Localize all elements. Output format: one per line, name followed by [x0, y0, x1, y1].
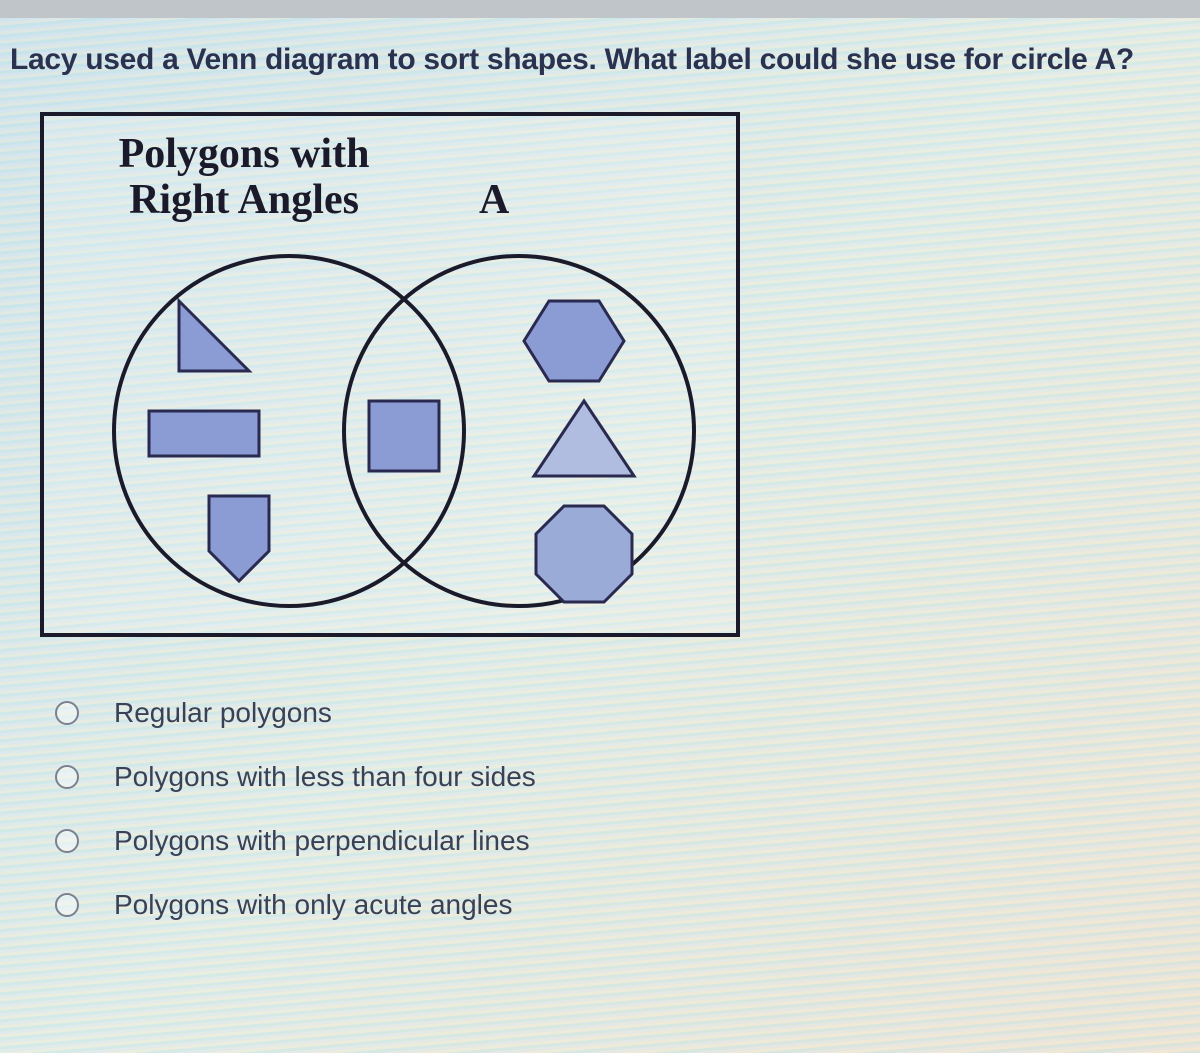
equilateral-triangle-shape [534, 401, 634, 476]
label-left-line2: Right Angles [129, 177, 359, 223]
hexagon-shape [524, 301, 624, 381]
venn-svg [74, 246, 714, 626]
radio-button[interactable] [55, 829, 79, 853]
circle-left-label: Polygons with Right Angles [84, 131, 404, 224]
right-triangle-shape [179, 301, 249, 371]
octagon-shape [536, 506, 632, 602]
question-text: Lacy used a Venn diagram to sort shapes.… [10, 43, 1190, 77]
radio-button[interactable] [55, 765, 79, 789]
pentagon-house-shape [209, 496, 269, 581]
rectangle-shape [149, 411, 259, 456]
option-label: Polygons with only acute angles [114, 889, 512, 921]
circle-right-label: A [479, 176, 509, 224]
option-row[interactable]: Polygons with only acute angles [55, 889, 1190, 921]
option-row[interactable]: Polygons with less than four sides [55, 761, 1190, 793]
radio-button[interactable] [55, 893, 79, 917]
top-bar [0, 0, 1200, 18]
option-label: Regular polygons [114, 697, 332, 729]
answer-options: Regular polygons Polygons with less than… [55, 697, 1190, 921]
label-left-line1: Polygons with [119, 131, 370, 177]
square-shape [369, 401, 439, 471]
option-label: Polygons with less than four sides [114, 761, 536, 793]
radio-button[interactable] [55, 701, 79, 725]
option-row[interactable]: Regular polygons [55, 697, 1190, 729]
option-label: Polygons with perpendicular lines [114, 825, 530, 857]
venn-diagram-box: Polygons with Right Angles A [40, 112, 740, 637]
option-row[interactable]: Polygons with perpendicular lines [55, 825, 1190, 857]
